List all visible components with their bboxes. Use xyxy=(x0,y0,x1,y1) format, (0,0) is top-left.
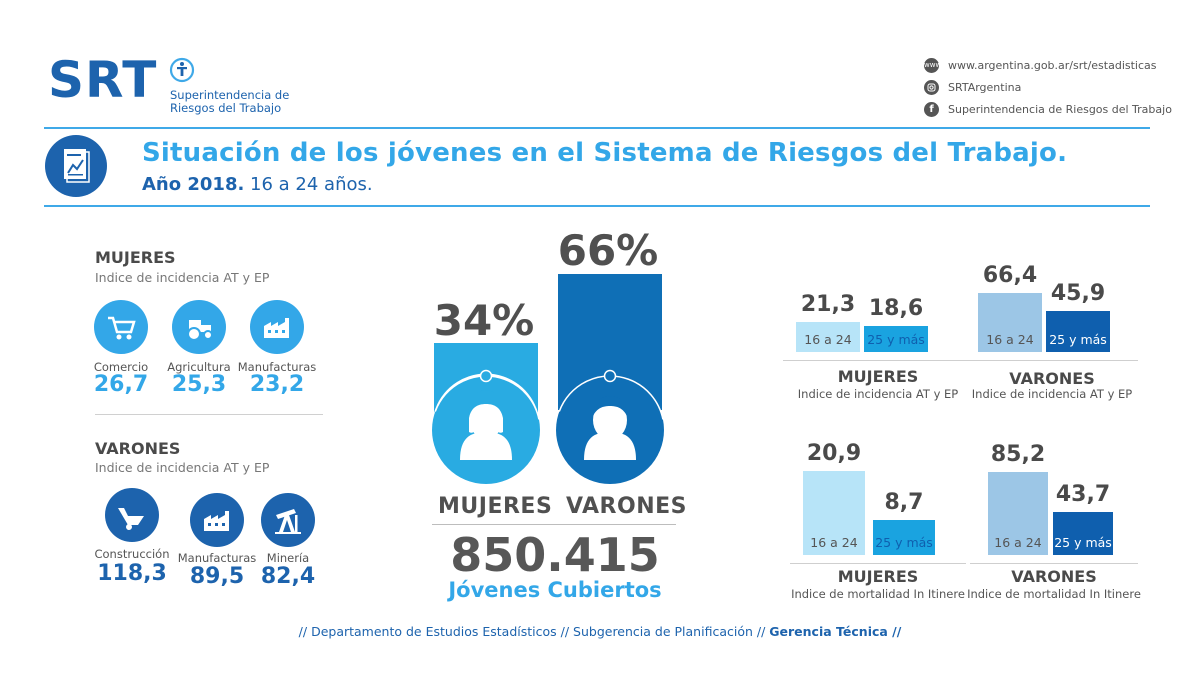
bar-3-2 xyxy=(873,520,935,555)
chart-title-2: VARONES xyxy=(1009,369,1095,388)
factory-icon xyxy=(190,493,244,547)
chart-subtitle-2: Indice de incidencia AT y EP xyxy=(971,387,1133,401)
chart-subtitle-4: Indice de mortalidad In Itinere xyxy=(967,587,1141,601)
footer-departments: // Departamento de Estudios Estadísticos… xyxy=(298,624,766,639)
bar-value-3-2: 8,7 xyxy=(884,490,924,515)
mujeres-sectors-subtitle: Indice de incidencia AT y EP xyxy=(95,270,270,285)
bar-category-2-1: 16 a 24 xyxy=(986,332,1034,347)
mujeres-share-bar xyxy=(434,343,538,373)
chart-baseline-2 xyxy=(966,360,1138,361)
bar-category-1-2: 25 y más xyxy=(867,332,925,347)
varones-sector-value-1: 118,3 xyxy=(97,561,167,586)
mujeres-sector-value-3: 23,2 xyxy=(249,372,305,397)
page-title: Situación de los jóvenes en el Sistema d… xyxy=(142,138,1068,168)
bar-category-2-2: 25 y más xyxy=(1049,332,1107,347)
varones-sector-label-2: Manufacturas xyxy=(177,551,257,565)
title-divider xyxy=(44,205,1150,207)
varones-sector-label-3: Minería xyxy=(266,551,310,565)
woman-icon xyxy=(460,390,512,460)
bar-value-1-2: 18,6 xyxy=(868,296,924,321)
page-subtitle: Año 2018. 16 a 24 años. xyxy=(142,174,373,195)
chart-baseline-3 xyxy=(790,563,966,564)
man-icon xyxy=(584,396,636,460)
chart-subtitle-1: Indice de incidencia AT y EP xyxy=(797,387,959,401)
varones-label: VARONES xyxy=(566,494,687,519)
mujeres-percentage: 34% xyxy=(433,296,535,345)
varones-sector-label-1: Construcción xyxy=(94,547,170,561)
chart-subtitle-3: Indice de mortalidad In Itinere xyxy=(791,587,965,601)
bar-value-2-2: 45,9 xyxy=(1050,281,1106,306)
logo-subtitle-1: Superintendencia de xyxy=(170,88,290,102)
footer-gerencia: Gerencia Técnica // xyxy=(769,624,902,639)
left-divider xyxy=(95,414,323,415)
logo-subtitle-2: Riesgos del Trabajo xyxy=(170,101,282,115)
varones-sectors-title: VARONES xyxy=(95,439,181,458)
bar-2-1 xyxy=(978,293,1042,352)
facebook-icon: f xyxy=(924,102,939,117)
bar-3-1 xyxy=(803,471,865,555)
footer-credits: // Departamento de Estudios Estadísticos… xyxy=(0,624,1200,639)
bar-value-1-1: 21,3 xyxy=(800,292,856,317)
instagram-link[interactable]: SRTArgentina xyxy=(948,81,1022,94)
subtitle-age-range: 16 a 24 años. xyxy=(244,174,373,195)
tractor-icon xyxy=(172,300,226,354)
bar-value-4-1: 85,2 xyxy=(990,442,1046,467)
mujeres-sector-label-2: Agricultura xyxy=(167,360,231,374)
varones-percentage: 66% xyxy=(557,226,659,275)
chart-baseline-4 xyxy=(970,563,1138,564)
bar-value-4-2: 43,7 xyxy=(1055,482,1111,507)
mujeres-sector-label-3: Manufacturas xyxy=(237,360,317,374)
total-covered-value: 850.415 xyxy=(450,528,660,582)
chart-title-1: MUJERES xyxy=(837,367,919,386)
web-link[interactable]: www.argentina.gob.ar/srt/estadisticas xyxy=(948,59,1157,72)
gender-share-graphic xyxy=(431,274,665,485)
bar-4-1 xyxy=(988,472,1048,555)
factory-icon xyxy=(250,300,304,354)
bar-category-4-1: 16 a 24 xyxy=(994,535,1042,550)
total-covered-label: Jóvenes Cubiertos xyxy=(448,578,662,602)
varones-sector-value-2: 89,5 xyxy=(189,564,245,589)
center-divider xyxy=(432,524,676,525)
varones-sector-value-3: 82,4 xyxy=(260,564,316,589)
report-icon xyxy=(45,135,107,197)
wheelbarrow-icon xyxy=(105,488,159,542)
bar-category-3-2: 25 y más xyxy=(875,535,933,550)
web-icon: www xyxy=(924,58,941,73)
mujeres-label: MUJERES xyxy=(438,494,553,519)
mujeres-sector-value-2: 25,3 xyxy=(171,372,227,397)
instagram-icon xyxy=(924,80,939,95)
bar-value-2-1: 66,4 xyxy=(982,263,1038,288)
header-divider xyxy=(44,127,1150,129)
bar-category-1-1: 16 a 24 xyxy=(804,332,852,347)
bar-4-2 xyxy=(1053,512,1113,555)
cart-icon xyxy=(94,300,148,354)
mujeres-sector-value-1: 26,7 xyxy=(93,372,149,397)
oil-pump-icon xyxy=(261,493,315,547)
mujeres-sectors-title: MUJERES xyxy=(95,248,176,267)
facebook-link[interactable]: Superintendencia de Riesgos del Trabajo xyxy=(948,103,1172,116)
chart-baseline-1 xyxy=(783,360,973,361)
bar-1-1 xyxy=(796,322,860,352)
mujeres-sector-label-1: Comercio xyxy=(93,360,149,374)
varones-sectors-subtitle: Indice de incidencia AT y EP xyxy=(95,460,270,475)
chart-title-3: MUJERES xyxy=(837,567,919,586)
subtitle-year: Año 2018. xyxy=(142,174,245,195)
chart-title-4: VARONES xyxy=(1011,567,1097,586)
srt-logo: SRT xyxy=(48,51,158,109)
bar-2-2 xyxy=(1046,311,1110,352)
bar-category-4-2: 25 y más xyxy=(1054,535,1112,550)
bar-1-2 xyxy=(864,326,928,352)
srt-logo-icon xyxy=(169,57,195,83)
bar-value-3-1: 20,9 xyxy=(806,441,862,466)
bar-category-3-1: 16 a 24 xyxy=(810,535,858,550)
